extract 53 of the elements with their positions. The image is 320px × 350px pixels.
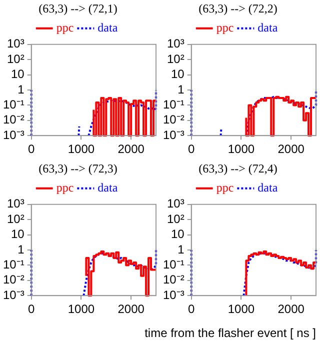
y-tick-label: 1 [178, 82, 185, 96]
x-tick-label: 0 [188, 302, 195, 316]
y-tick-label: 10 [170, 227, 185, 242]
chart-title: (63,3) --> (72,2) [198, 1, 278, 16]
legend-label: data [98, 20, 118, 35]
y-tick-label: 10³ [167, 196, 184, 211]
y-tick-label: 10² [167, 52, 184, 66]
x-tick-label: 0 [188, 142, 195, 156]
y-tick-label: 1 [178, 242, 185, 256]
x-tick-label: 1000 [228, 302, 255, 316]
legend-label: ppc [56, 180, 74, 195]
legend-label: data [98, 180, 118, 195]
y-tick-label: 10⁻² [163, 272, 184, 287]
legend-label: ppc [216, 20, 234, 35]
legend-label: data [258, 20, 278, 35]
x-tick-label: 1000 [68, 302, 95, 316]
y-tick-label: 10⁻¹ [3, 258, 24, 272]
y-tick-label: 10² [7, 52, 24, 66]
y-tick-label: 10⁻² [3, 272, 24, 287]
y-tick-label: 10⁻² [3, 112, 24, 127]
chart-title: (63,3) --> (72,3) [38, 161, 118, 176]
x-tick-label: 2000 [278, 142, 305, 156]
x-tick-label: 2000 [118, 142, 145, 156]
y-tick-label: 10 [10, 67, 25, 82]
legend-label: data [258, 180, 278, 195]
y-tick-label: 10⁻³ [3, 288, 24, 302]
x-tick-label: 1000 [68, 142, 95, 156]
y-tick-label: 10 [170, 67, 185, 82]
y-tick-label: 10⁻³ [163, 288, 184, 302]
x-tick-label: 0 [28, 142, 35, 156]
y-tick-label: 1 [18, 82, 25, 96]
y-tick-label: 10⁻³ [3, 128, 24, 142]
legend-label: ppc [56, 20, 74, 35]
legend-label: ppc [216, 180, 234, 195]
y-tick-label: 10³ [167, 36, 184, 51]
y-tick-label: 10 [10, 227, 25, 242]
chart-title: (63,3) --> (72,4) [198, 161, 278, 176]
y-tick-label: 10² [167, 212, 184, 226]
y-tick-label: 10⁻¹ [3, 98, 24, 112]
x-tick-label: 2000 [118, 302, 145, 316]
y-tick-label: 1 [18, 242, 25, 256]
y-tick-label: 10³ [7, 196, 24, 211]
x-axis-title: time from the flasher event [ ns ] [144, 326, 317, 340]
y-tick-label: 10³ [7, 36, 24, 51]
x-tick-label: 0 [28, 302, 35, 316]
y-tick-label: 10² [7, 212, 24, 226]
y-tick-label: 10⁻³ [163, 128, 184, 142]
x-tick-label: 1000 [228, 142, 255, 156]
chart-title: (63,3) --> (72,1) [38, 1, 118, 16]
y-tick-label: 10⁻¹ [163, 98, 184, 112]
y-tick-label: 10⁻² [163, 112, 184, 127]
x-tick-label: 2000 [278, 302, 305, 316]
y-tick-label: 10⁻¹ [163, 258, 184, 272]
